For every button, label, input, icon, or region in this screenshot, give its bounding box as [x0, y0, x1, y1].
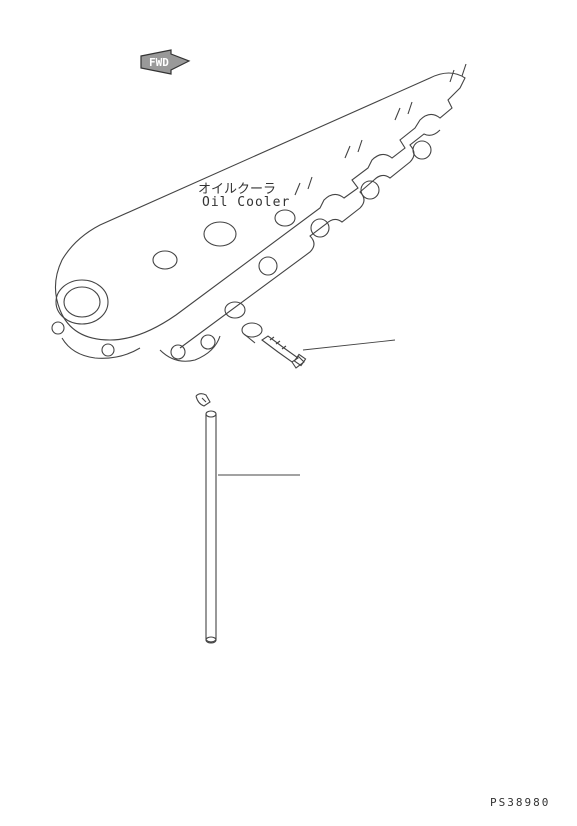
part-number-label: PS38980 — [490, 796, 550, 809]
oil-cooler-label-en: Oil Cooler — [202, 195, 290, 210]
pin-component — [196, 394, 210, 406]
fitting-component — [262, 336, 306, 368]
oil-cooler-assembly — [0, 0, 577, 826]
technical-diagram: FWD — [0, 0, 577, 826]
tube-component — [206, 411, 216, 643]
